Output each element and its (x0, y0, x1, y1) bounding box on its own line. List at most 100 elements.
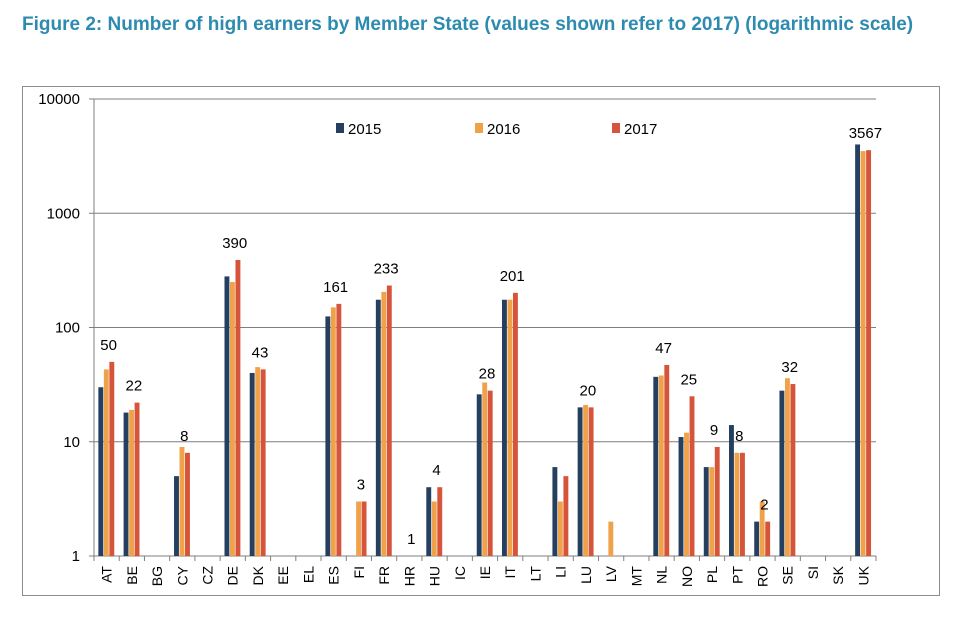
data-label-ES: 161 (323, 279, 348, 296)
x-tick-label-SI: SI (805, 566, 821, 579)
bar-2015-LI (552, 467, 558, 556)
data-label-HU: 4 (432, 462, 440, 479)
x-tick-label-RO: RO (754, 566, 770, 587)
x-tick-label-DK: DK (250, 565, 266, 585)
legend-label-2016: 2016 (487, 121, 520, 138)
x-tick-label-LU: LU (578, 566, 594, 584)
x-tick-label-CY: CY (174, 565, 190, 585)
legend-swatch-2017 (612, 123, 620, 133)
x-tick-label-SK: SK (830, 565, 846, 584)
bar-2015-DK (249, 372, 255, 556)
bar-2015-LU (577, 407, 583, 556)
bar-2016-CY (179, 446, 185, 556)
bar-2017-DK (260, 369, 266, 556)
bar-2015-HU (426, 487, 432, 556)
data-label-PT: 8 (735, 428, 743, 445)
bar-2016-ES (330, 307, 336, 556)
bar-2017-PT (740, 452, 745, 556)
x-tick-label-HR: HR (401, 566, 417, 586)
bar-2017-NO (689, 396, 695, 556)
x-tick-label-EL: EL (300, 566, 316, 583)
x-tick-label-FR: FR (376, 566, 392, 585)
y-tick-label: 10 (63, 434, 80, 451)
bar-2016-LU (583, 404, 589, 556)
bar-2016-SE (784, 378, 790, 556)
bar-2015-IT (501, 299, 507, 556)
x-tick-label-MT: MT (628, 566, 644, 587)
x-tick-label-IC: IC (452, 566, 468, 580)
x-tick-label-IE: IE (477, 566, 493, 579)
bar-2015-UK (855, 144, 861, 556)
data-label-IT: 201 (500, 268, 525, 285)
x-tick-label-CZ: CZ (200, 566, 216, 585)
bar-2016-UK (860, 151, 866, 556)
x-tick-label-BE: BE (124, 566, 140, 585)
y-tick-label: 10000 (38, 91, 80, 108)
x-tick-label-EE: EE (275, 566, 291, 585)
data-label-HR: 1 (407, 531, 415, 548)
data-label-IE: 28 (479, 366, 496, 383)
figure-title: Figure 2: Number of high earners by Memb… (22, 14, 914, 35)
bar-2015-NL (653, 376, 659, 556)
data-label-BE: 22 (125, 378, 142, 395)
data-label-SE: 32 (781, 359, 798, 376)
data-label-FR: 233 (374, 261, 399, 278)
x-tick-label-HU: HU (427, 566, 443, 586)
data-label-DK: 43 (252, 344, 269, 361)
bar-2017-HU (437, 487, 443, 556)
x-tick-label-NL: NL (654, 566, 670, 584)
data-label-RO: 2 (760, 497, 768, 514)
bar-2016-PL (709, 467, 715, 556)
bar-2017-IE (487, 390, 493, 556)
data-label-FI: 3 (357, 476, 365, 493)
bar-2016-LI (557, 501, 563, 556)
bar-2015-AT (98, 387, 104, 556)
bar-2017-SE (790, 384, 796, 556)
bar-2015-NO (678, 437, 684, 556)
x-tick-label-NO: NO (679, 566, 695, 587)
bar-2015-FR (375, 299, 381, 556)
legend-label-2017: 2017 (624, 121, 657, 138)
data-label-AT: 50 (100, 337, 117, 354)
bar-2016-FR (381, 291, 387, 556)
bar-2016-NO (684, 432, 689, 556)
x-tick-label-IT: IT (502, 566, 518, 579)
x-tick-label-LI: LI (553, 566, 569, 578)
y-tick-label: 1 (72, 548, 80, 565)
bar-2016-IT (507, 299, 513, 556)
x-tick-label-ES: ES (326, 566, 342, 585)
y-tick-label: 100 (55, 320, 80, 337)
bar-2016-FI (356, 501, 362, 556)
bar-2017-PL (714, 446, 720, 556)
bar-2015-SE (779, 390, 785, 556)
bar-2016-DK (255, 367, 261, 556)
legend-swatch-2016 (475, 123, 483, 133)
x-tick-label-LV: LV (603, 565, 619, 582)
bar-2016-IE (482, 382, 488, 556)
bar-2016-LV (608, 521, 614, 556)
x-tick-label-AT: AT (99, 566, 115, 583)
x-tick-label-UK: UK (855, 565, 871, 585)
bar-2017-ES (336, 303, 342, 556)
bar-2016-AT (103, 369, 109, 556)
legend-label-2015: 2015 (348, 121, 381, 138)
x-tick-label-PL: PL (704, 566, 720, 583)
bar-2017-LU (588, 407, 594, 556)
data-label-DE: 390 (222, 235, 247, 252)
bar-2017-IT (512, 292, 518, 556)
bar-2016-NL (658, 375, 664, 556)
bar-2017-DE (235, 259, 241, 556)
bar-2016-RO (759, 501, 765, 556)
x-tick-label-FI: FI (351, 566, 367, 578)
bar-2016-HU (431, 501, 437, 556)
chart-frame (22, 86, 940, 596)
bar-2016-BE (129, 409, 134, 556)
data-label-NO: 25 (680, 371, 697, 388)
bar-2015-BE (123, 412, 129, 556)
x-tick-label-LT: LT (527, 566, 543, 582)
bar-2017-AT (109, 361, 115, 556)
bar-2017-CY (185, 452, 190, 556)
bar-2017-FI (361, 501, 367, 556)
bar-2016-PT (734, 452, 740, 556)
x-tick-label-SE: SE (780, 566, 796, 585)
